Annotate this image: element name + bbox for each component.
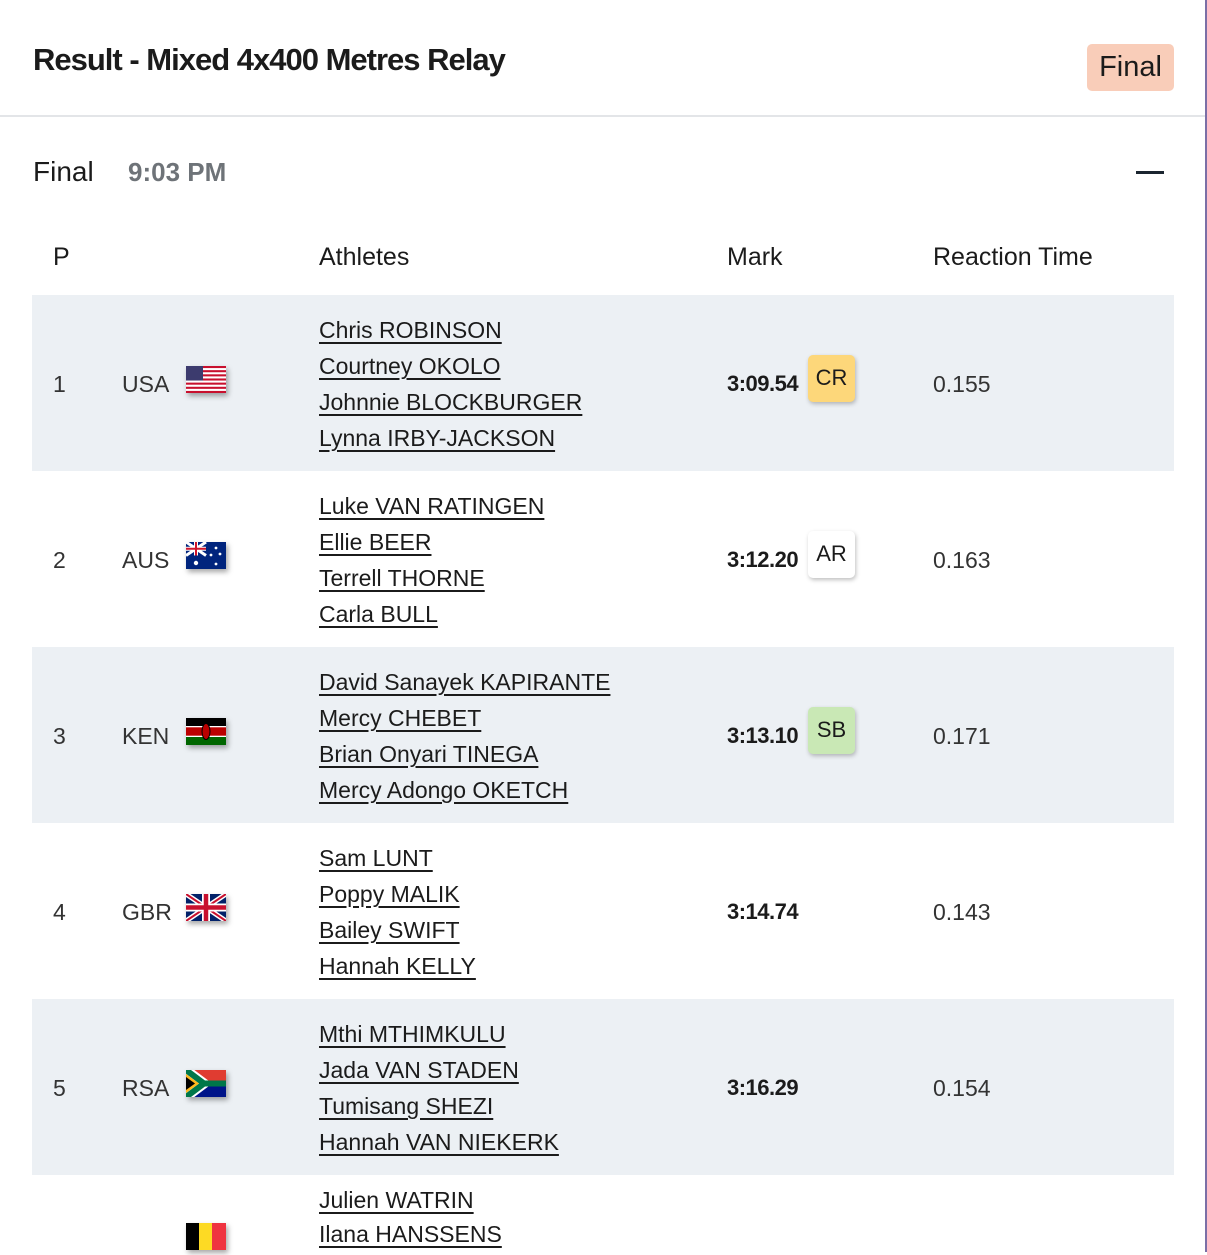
athlete-link[interactable]: Hannah KELLY: [319, 953, 476, 979]
place: 2: [53, 547, 66, 573]
athlete-link[interactable]: Poppy MALIK: [319, 881, 460, 907]
country-code: KEN: [122, 723, 170, 749]
minus-icon[interactable]: [1136, 171, 1164, 174]
place: 3: [53, 723, 66, 749]
flag-ken-icon: [186, 718, 226, 745]
flag-rsa-icon: [183, 1066, 226, 1101]
athlete-link[interactable]: Terrell THORNE: [319, 565, 485, 591]
athlete-link[interactable]: Mercy Adongo OKETCH: [319, 777, 569, 803]
table-row: 2 AUS Luke VAN RATINGEN Ellie BEER Terrell T…: [32, 471, 1174, 647]
athlete-list: Mthi MTHIMKULU Jada VAN STADEN Tumisang SH…: [319, 1016, 559, 1160]
column-header-place: P: [53, 243, 70, 271]
athlete-link[interactable]: Courtney OKOLO: [319, 353, 501, 379]
athlete-link[interactable]: Ilana HANSSENS: [319, 1221, 502, 1247]
table-row: 3 KEN David Sanayek KAPIRANTE Mercy CHEBET B…: [32, 647, 1174, 823]
reaction-time: 0.154: [933, 1075, 991, 1101]
reaction-time: 0.143: [933, 899, 991, 925]
athlete-list: Luke VAN RATINGEN Ellie BEER Terrell THORN…: [319, 488, 544, 632]
mark: 3:13.10: [727, 723, 799, 748]
round-time: 9:03 PM: [128, 157, 227, 187]
athlete-link[interactable]: Julien WATRIN: [319, 1187, 474, 1213]
record-badge: AR: [808, 531, 855, 578]
table-row: 5 RSA Mthi MTHIMKULU Jada VAN STADEN Tumisan…: [32, 999, 1174, 1175]
athlete-link[interactable]: Ellie BEER: [319, 529, 432, 555]
athlete-link[interactable]: David Sanayek KAPIRANTE: [319, 669, 611, 695]
country-code: GBR: [122, 899, 172, 925]
status-badge: Final: [1087, 44, 1174, 91]
column-header-reaction-time: Reaction Time: [933, 243, 1093, 271]
athlete-list: Sam LUNT Poppy MALIK Bailey SWIFT Hannah KE…: [319, 840, 476, 984]
record-badge: SB: [808, 707, 855, 754]
athlete-link[interactable]: Mercy CHEBET: [319, 705, 482, 731]
column-header-mark: Mark: [727, 243, 783, 271]
place: 1: [53, 371, 66, 397]
athlete-link[interactable]: Hannah VAN NIEKERK: [319, 1129, 559, 1155]
header: Result - Mixed 4x400 Metres Relay Final: [0, 0, 1205, 117]
athlete-link[interactable]: Bailey SWIFT: [319, 917, 460, 943]
column-header-athletes: Athletes: [319, 243, 410, 271]
record-badge: CR: [808, 355, 855, 402]
athlete-link[interactable]: Luke VAN RATINGEN: [319, 493, 545, 519]
place: 4: [53, 899, 66, 925]
flag-gbr-icon: [184, 891, 228, 924]
country-code: USA: [122, 371, 170, 397]
mark: 3:12.20: [727, 547, 799, 572]
flag-aus-icon: [185, 540, 226, 569]
reaction-time: 0.163: [933, 547, 991, 573]
athlete-link[interactable]: Chris ROBINSON: [319, 317, 502, 343]
athlete-list: Chris ROBINSON Courtney OKOLO Johnnie BLOC…: [319, 312, 582, 456]
athlete-link[interactable]: Jada VAN STADEN: [319, 1057, 519, 1083]
mark: 3:14.74: [727, 899, 799, 924]
reaction-time: 0.155: [933, 371, 991, 397]
mark: 3:16.29: [727, 1075, 799, 1100]
table-row: 4 GBR Sam LUNT Poppy MALIK Bailey SWIFT Hanna…: [32, 823, 1174, 999]
flag-usa-icon: [186, 366, 226, 393]
athlete-list: David Sanayek KAPIRANTE Mercy CHEBET Brian…: [319, 664, 610, 808]
table-row: 1 USA Chris ROBINSON Courtney OKOLO Johnnie …: [32, 295, 1174, 471]
table-row: Julien WATRIN Ilana HANSSENS: [32, 1175, 1174, 1252]
athlete-link[interactable]: Tumisang SHEZI: [319, 1093, 494, 1119]
country-code: RSA: [122, 1075, 170, 1101]
flag-bel-icon: [186, 1223, 226, 1250]
country-code: AUS: [122, 547, 170, 573]
athlete-list: Julien WATRIN Ilana HANSSENS: [319, 1183, 502, 1251]
athlete-link[interactable]: Mthi MTHIMKULU: [319, 1021, 506, 1047]
reaction-time: 0.171: [933, 723, 991, 749]
mark: 3:09.54: [727, 371, 799, 396]
athlete-link[interactable]: Lynna IRBY-JACKSON: [319, 425, 556, 451]
round-name: Final: [33, 156, 94, 187]
place: 5: [53, 1075, 66, 1101]
athlete-link[interactable]: Brian Onyari TINEGA: [319, 741, 539, 767]
athlete-link[interactable]: Johnnie BLOCKBURGER: [319, 389, 583, 415]
athlete-link[interactable]: Carla BULL: [319, 601, 438, 627]
athlete-link[interactable]: Sam LUNT: [319, 845, 433, 871]
page-title: Result - Mixed 4x400 Metres Relay: [33, 42, 506, 77]
